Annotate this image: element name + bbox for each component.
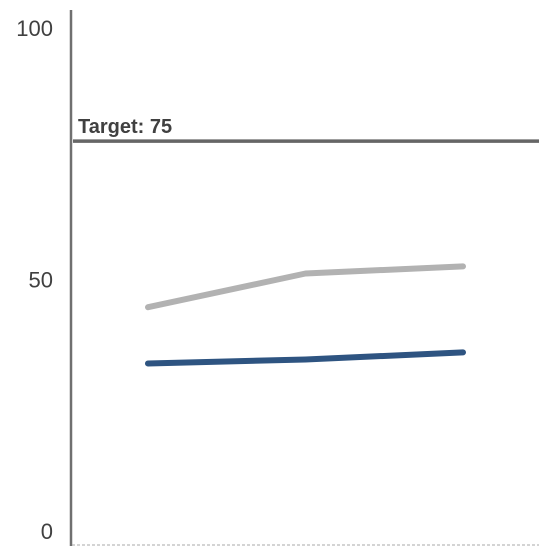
series-group xyxy=(145,263,466,367)
series-line-2 xyxy=(145,349,466,367)
y-tick-label: 0 xyxy=(41,519,53,544)
series-line-1 xyxy=(145,263,466,311)
target-label: Target: 75 xyxy=(78,116,172,138)
y-tick-label: 50 xyxy=(29,268,53,293)
y-tick-label: 100 xyxy=(16,16,53,41)
y-tick-labels: 100 50 0 xyxy=(16,16,53,544)
